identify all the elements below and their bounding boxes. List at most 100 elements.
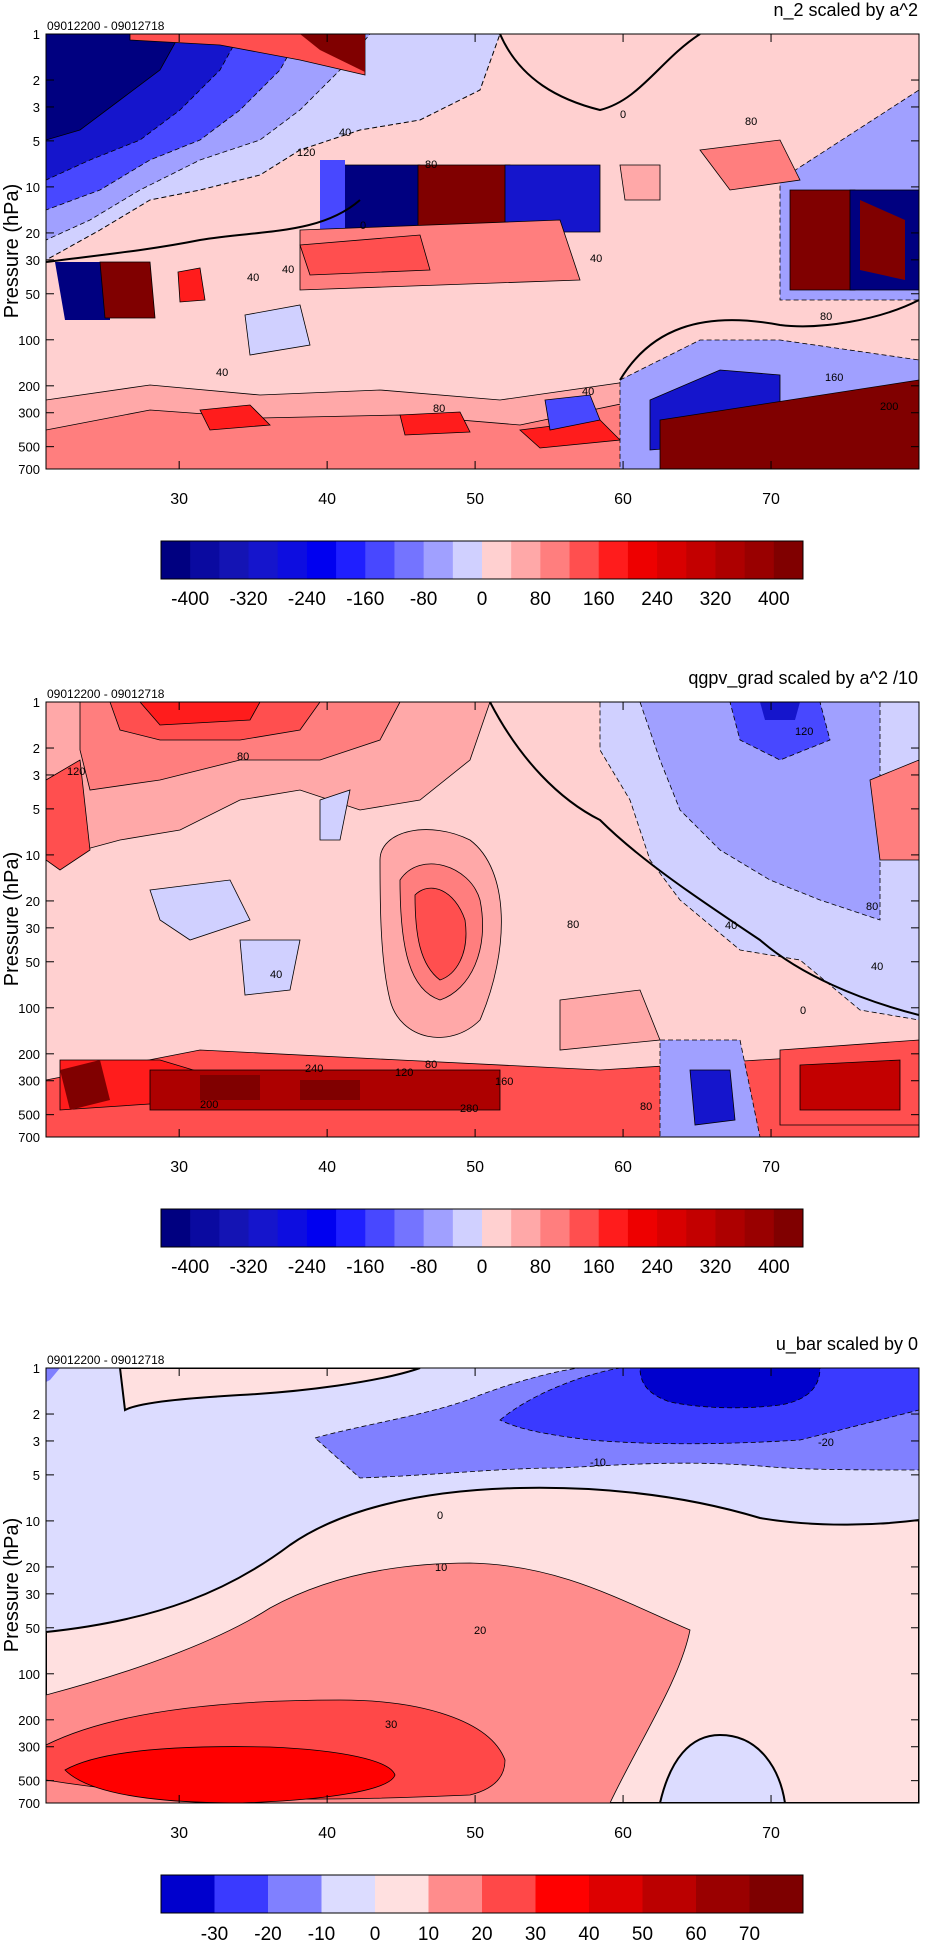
panel-subtitle: 09012200 - 09012718 xyxy=(47,19,165,33)
y-tick-label: 100 xyxy=(18,1667,40,1682)
contour-region xyxy=(339,164,421,233)
contour-region xyxy=(118,1368,421,1412)
x-tick-label: 60 xyxy=(614,1825,632,1842)
y-tick-label: 5 xyxy=(33,802,40,817)
contour-label: 80 xyxy=(866,901,878,913)
contour-label: 160 xyxy=(825,372,843,384)
colorbar-swatch xyxy=(569,541,600,579)
colorbar-swatch xyxy=(161,541,191,579)
colorbar-label: -240 xyxy=(288,1257,326,1278)
x-tick-label: 50 xyxy=(466,1825,484,1842)
contour-region xyxy=(99,261,156,319)
colorbar-swatch xyxy=(627,541,658,579)
y-tick-label: 20 xyxy=(26,226,40,241)
colorbar-label: -20 xyxy=(254,1924,281,1943)
panel-title: qgpv_grad scaled by a^2 /10 xyxy=(688,668,918,689)
colorbar-label: 80 xyxy=(530,589,551,610)
colorbar-label: 320 xyxy=(700,1257,732,1278)
contour-label: 40 xyxy=(582,386,594,398)
x-tick-label: 70 xyxy=(762,1825,780,1842)
contour-region xyxy=(46,34,181,141)
panel-n2: n_2 scaled by a^2 09012200 - 09012718 xyxy=(1,0,920,610)
contour-region xyxy=(64,1746,396,1803)
y-tick-label: 200 xyxy=(18,379,40,394)
y-tick-label: 30 xyxy=(26,921,40,936)
contour-region xyxy=(869,759,919,861)
contour-label: 40 xyxy=(590,253,602,265)
contour-line xyxy=(46,199,361,263)
colorbar-label: -320 xyxy=(230,1257,268,1278)
plot-frame xyxy=(45,701,920,1138)
x-tick-label: 30 xyxy=(170,1825,188,1842)
colorbar-swatch xyxy=(715,1209,746,1247)
colorbar-label: 0 xyxy=(477,589,488,610)
colorbar-swatch xyxy=(686,1209,716,1247)
colorbar-swatch xyxy=(540,1209,571,1247)
colorbar-swatch xyxy=(219,1209,250,1247)
y-tick-label: 200 xyxy=(18,1047,40,1062)
colorbar-swatch xyxy=(598,1209,629,1247)
contour-region xyxy=(399,411,471,436)
y-tick-label: 300 xyxy=(18,1074,40,1089)
contour-region xyxy=(689,1069,736,1126)
colorbar-label: -320 xyxy=(230,589,268,610)
y-tick-label: 30 xyxy=(26,1587,40,1602)
colorbar-swatch xyxy=(161,1209,191,1247)
y-tick-label: 1 xyxy=(33,1361,40,1376)
colorbar-label: 20 xyxy=(471,1924,492,1943)
contour-label: 30 xyxy=(385,1719,397,1731)
colorbar-swatch xyxy=(306,1209,337,1247)
contour-region xyxy=(799,1059,901,1111)
colorbar-swatch xyxy=(214,1875,269,1913)
contour-line xyxy=(489,702,919,1016)
colorbar-swatch xyxy=(511,1209,541,1247)
colorbar: -400 -320 -240 -160 -80 0 80 160 240 320 400 xyxy=(160,1208,804,1278)
colorbar-swatch xyxy=(657,1209,687,1247)
colorbar-label: 60 xyxy=(685,1924,706,1943)
contour-region xyxy=(239,939,301,996)
colorbar-label: 70 xyxy=(739,1924,760,1943)
colorbar-label: 240 xyxy=(641,589,673,610)
colorbar-swatch xyxy=(744,1209,775,1247)
contour-label: 40 xyxy=(725,920,737,932)
colorbar-swatch xyxy=(715,541,746,579)
plot-frame xyxy=(45,33,920,470)
contour-label: 0 xyxy=(620,109,626,121)
x-tick-label: 50 xyxy=(466,1159,484,1176)
y-tick-label: 300 xyxy=(18,1740,40,1755)
colorbar: -400 -320 -240 -160 -80 0 80 160 240 320 400 xyxy=(160,540,804,610)
contour-label: 0 xyxy=(437,1510,443,1522)
contour-label: 40 xyxy=(282,264,294,276)
colorbar-swatch xyxy=(219,541,250,579)
contour-region xyxy=(659,379,919,469)
colorbar-label: 160 xyxy=(583,589,615,610)
colorbar-swatch xyxy=(365,541,395,579)
colorbar-swatch xyxy=(161,1875,215,1913)
contour-label: 120 xyxy=(795,726,813,738)
contour-label: 120 xyxy=(297,147,315,159)
contour-label: 280 xyxy=(460,1103,478,1115)
colorbar-label: -400 xyxy=(171,1257,209,1278)
contour-label: 80 xyxy=(425,1059,437,1071)
colorbar-label: 50 xyxy=(632,1924,653,1943)
y-axis-label: Pressure (hPa) xyxy=(1,1518,23,1653)
colorbar-label: 320 xyxy=(700,589,732,610)
colorbar-label: 40 xyxy=(578,1924,599,1943)
x-tick-label: 30 xyxy=(170,1159,188,1176)
x-axis-ticks: 30 40 50 60 70 xyxy=(170,1368,780,1842)
x-tick-label: 30 xyxy=(170,491,188,508)
x-tick-label: 50 xyxy=(466,491,484,508)
colorbar-label: -80 xyxy=(410,589,437,610)
colorbar-swatch xyxy=(423,1209,454,1247)
contour-region xyxy=(504,164,601,233)
contour-region xyxy=(320,160,345,240)
y-tick-label: 100 xyxy=(18,1001,40,1016)
colorbar-swatch xyxy=(190,541,220,579)
colorbar-swatch xyxy=(268,1875,322,1913)
colorbar-swatch xyxy=(511,541,541,579)
x-tick-label: 40 xyxy=(318,1159,336,1176)
y-tick-label: 300 xyxy=(18,406,40,421)
